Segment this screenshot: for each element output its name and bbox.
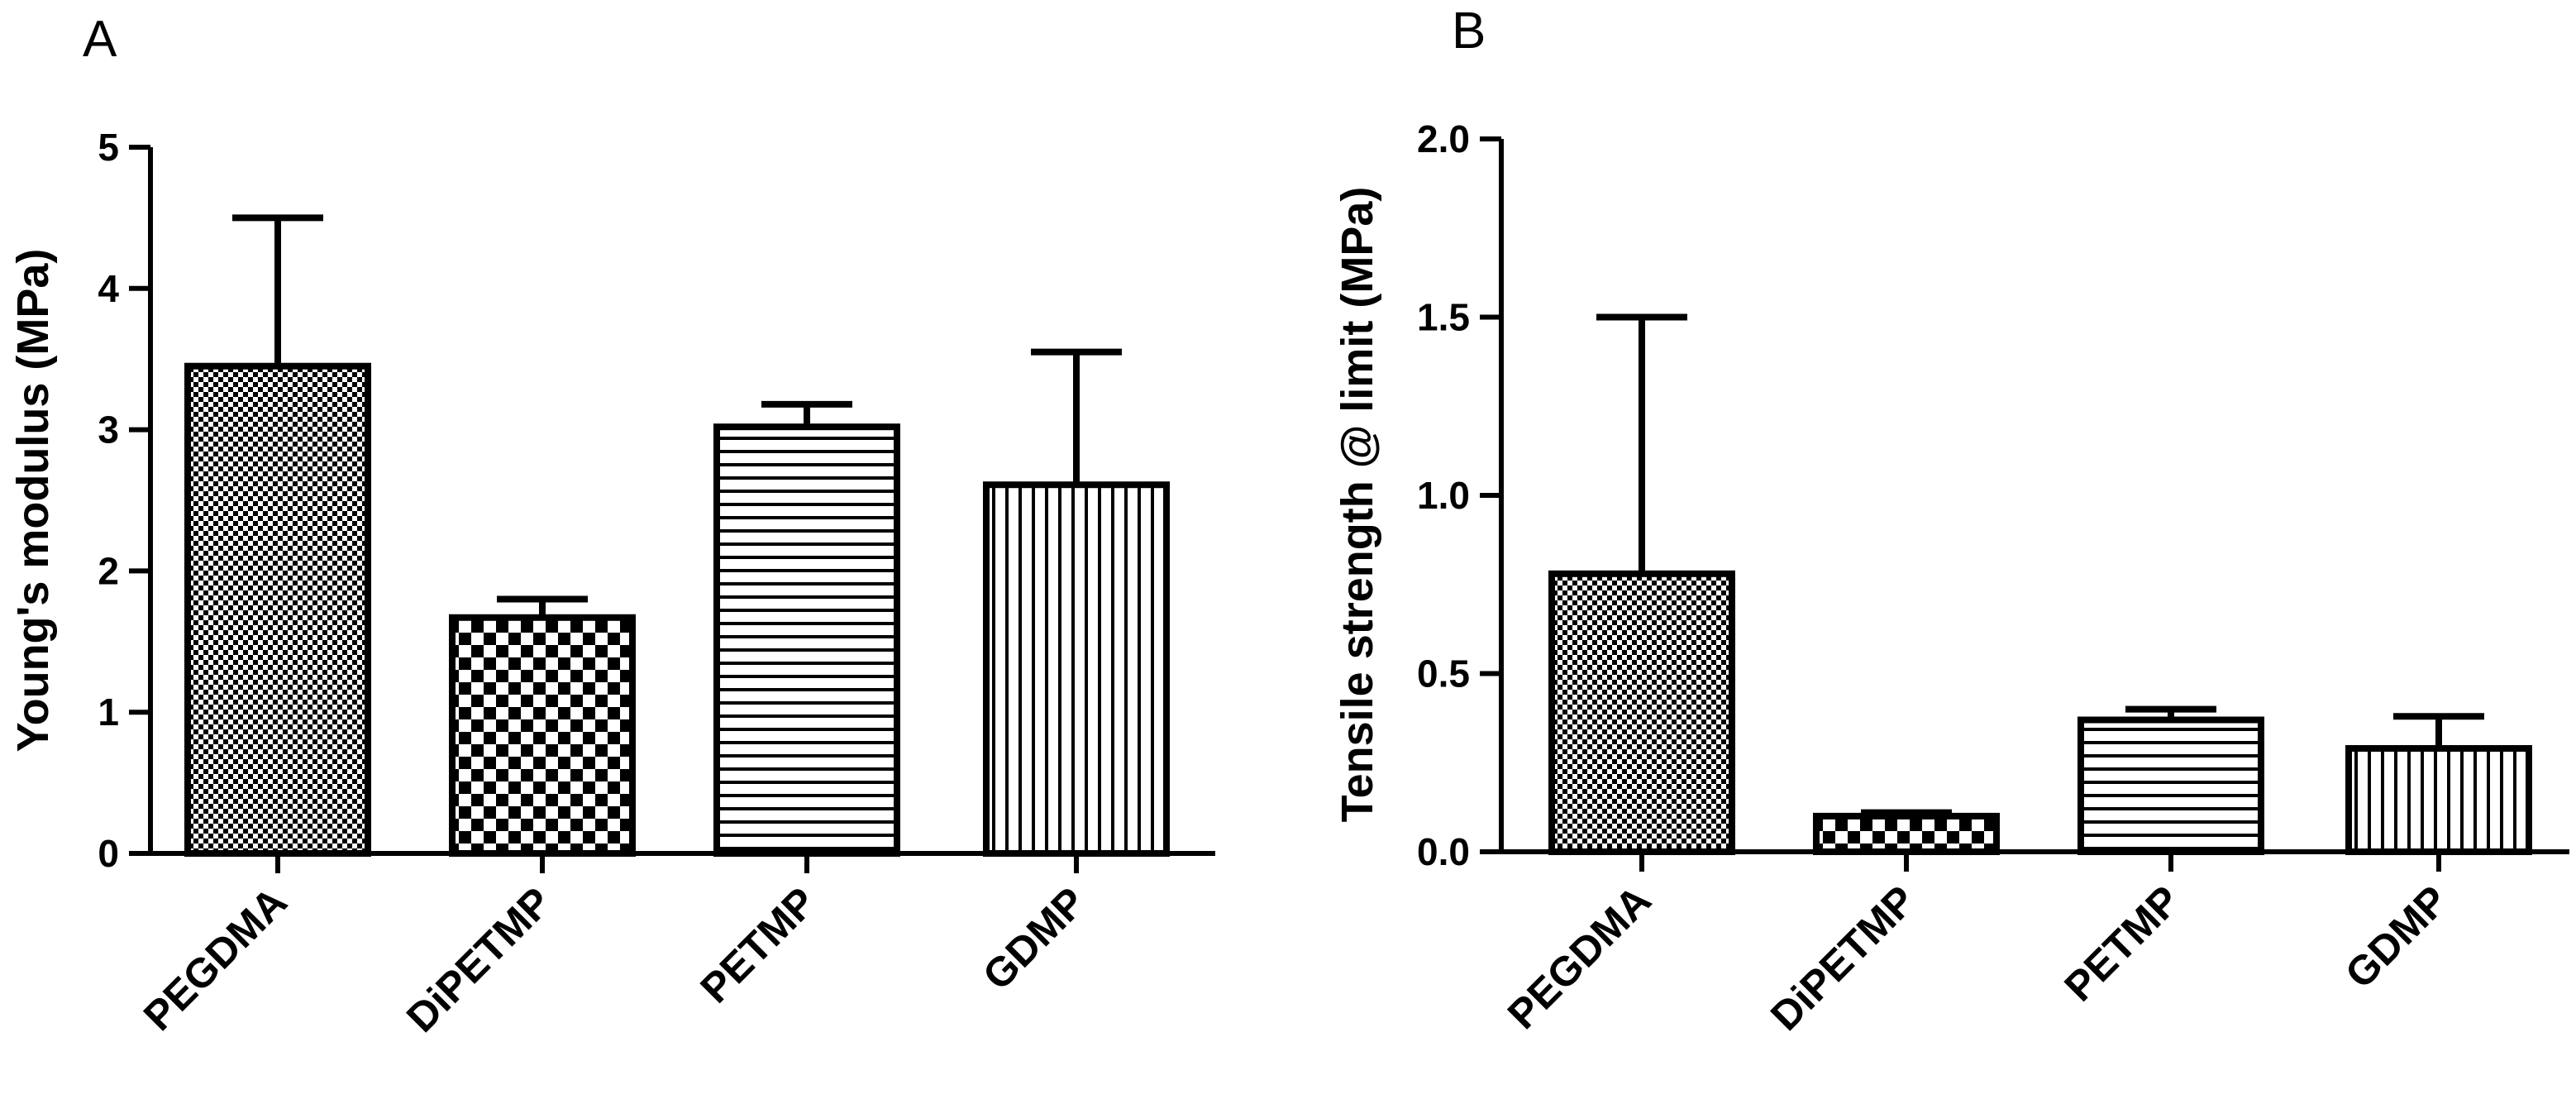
y-tick-label: 1.0 (1417, 474, 1470, 517)
bar-petmp (2077, 716, 2264, 856)
bar-dipetmp (1813, 812, 2000, 856)
panel-label-b: B (1452, 2, 1486, 60)
bar-dipetmp (449, 614, 636, 857)
y-tick-label: 4 (98, 267, 119, 310)
y-axis-title-b: Tensile strength @ limit (MPa) (1333, 187, 1382, 823)
bar-gdmp (2345, 745, 2532, 856)
y-tick-label: 2 (98, 549, 119, 592)
bar-pegdma (184, 362, 371, 857)
bar-gdmp (983, 481, 1170, 857)
x-tick-label-pegdma: PEGDMA (135, 878, 296, 1039)
bar-petmp (713, 423, 900, 857)
y-tick-label: 0.5 (1417, 652, 1470, 695)
x-tick-label-petmp: PETMP (691, 878, 824, 1011)
y-tick-label: 3 (98, 409, 119, 452)
y-tick-label: 0 (98, 832, 119, 875)
y-tick-label: 1.5 (1417, 296, 1470, 339)
x-tick-label-dipetmp: DiPETMP (398, 878, 561, 1041)
panel-a: A Young's modulus (MPa) 0 1 2 3 4 5 PEGDMA DiPE… (8, 11, 1215, 1041)
x-tick-label-gdmp: GDMP (2336, 877, 2457, 997)
panel-label-a: A (83, 11, 117, 68)
x-tick-label-dipetmp: DiPETMP (1762, 877, 1925, 1039)
y-axis-title-a: Young's modulus (MPa) (8, 249, 58, 753)
x-tick-label-pegdma: PEGDMA (1499, 877, 1660, 1038)
y-tick-label: 2.0 (1417, 117, 1470, 160)
y-tick-label: 0.0 (1417, 830, 1470, 873)
y-tick-label: 5 (98, 126, 119, 169)
x-tick-label-gdmp: GDMP (974, 878, 1095, 999)
x-tick-label-petmp: PETMP (2055, 877, 2188, 1010)
y-tick-label: 1 (98, 691, 119, 734)
bar-pegdma (1548, 570, 1735, 855)
panel-b: B Tensile strength @ limit (MPa) 0.0 0.5 1… (1333, 2, 2569, 1039)
